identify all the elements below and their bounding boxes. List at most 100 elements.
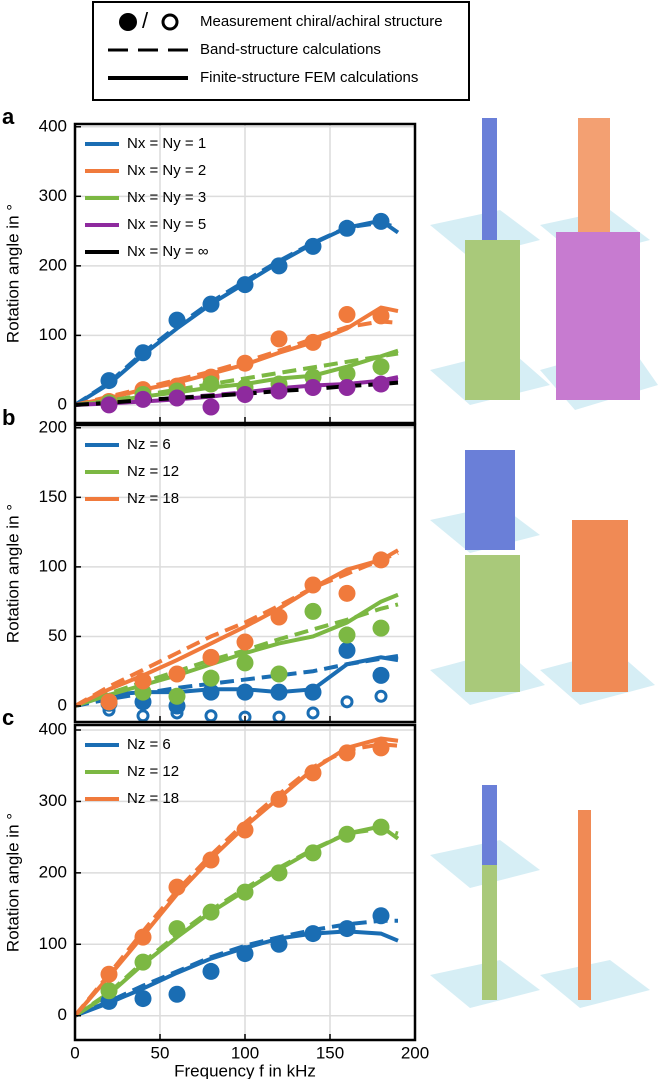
y-tick-label: 100 <box>39 556 67 575</box>
marker <box>168 920 186 938</box>
x-tick-label: 200 <box>401 1043 429 1062</box>
marker <box>100 693 118 711</box>
panel-label: b <box>2 405 15 430</box>
marker <box>372 307 390 325</box>
legend-measurement: Measurement chiral/achiral structure <box>200 13 443 30</box>
marker <box>304 379 322 397</box>
marker <box>202 648 220 666</box>
marker <box>202 683 220 701</box>
y-tick-label: 0 <box>58 394 67 413</box>
y-tick-label: 100 <box>39 934 67 953</box>
band-line <box>75 551 399 708</box>
tower <box>465 240 520 400</box>
y-tick-label: 400 <box>39 719 67 738</box>
y-tick-label: 400 <box>39 116 67 135</box>
legend-label: Nx = Ny = ∞ <box>127 243 209 260</box>
marker <box>134 672 152 690</box>
marker <box>236 945 254 963</box>
panel-label: a <box>2 104 15 129</box>
marker <box>202 295 220 313</box>
marker <box>304 844 322 862</box>
marker <box>100 965 118 983</box>
frame <box>73 122 417 425</box>
y-axis-label: Rotation angle in ° <box>3 504 22 643</box>
marker <box>372 358 390 376</box>
marker <box>304 925 322 943</box>
marker <box>270 330 288 348</box>
fem-line <box>75 548 399 708</box>
plot <box>75 124 416 423</box>
plot <box>75 425 416 722</box>
marker <box>168 665 186 683</box>
open-marker <box>272 710 286 722</box>
frame <box>73 423 417 724</box>
legend-label: Nz = 6 <box>127 736 171 753</box>
band-line <box>75 351 399 407</box>
marker <box>338 306 356 324</box>
marker <box>134 953 152 971</box>
marker <box>338 825 356 843</box>
tower <box>572 520 628 692</box>
y-axis-label: Rotation angle in ° <box>3 204 22 343</box>
marker <box>168 389 186 407</box>
marker <box>134 990 152 1008</box>
marker <box>202 375 220 393</box>
marker <box>338 219 356 237</box>
plot <box>75 725 416 1040</box>
tower <box>578 810 591 1000</box>
marker <box>168 878 186 896</box>
legend-fem: Finite-structure FEM calculations <box>200 69 418 86</box>
marker <box>304 576 322 594</box>
marker <box>236 883 254 901</box>
y-tick-label: 150 <box>39 487 67 506</box>
tower <box>482 865 497 1000</box>
marker <box>168 311 186 329</box>
marker <box>372 619 390 637</box>
marker <box>304 683 322 701</box>
marker <box>372 375 390 393</box>
marker <box>236 683 254 701</box>
marker <box>372 907 390 925</box>
marker <box>236 821 254 839</box>
legend-label: Nx = Ny = 1 <box>127 135 206 152</box>
legend-label: Nz = 18 <box>127 790 179 807</box>
y-tick-label: 0 <box>58 1005 67 1024</box>
open-marker <box>136 709 150 722</box>
marker <box>270 382 288 400</box>
marker <box>270 790 288 808</box>
open-marker <box>306 706 320 720</box>
open-marker <box>170 706 184 720</box>
marker <box>338 920 356 938</box>
marker <box>134 390 152 408</box>
marker <box>304 764 322 782</box>
marker <box>338 379 356 397</box>
panel-label: c <box>2 705 14 730</box>
x-tick-label: 100 <box>231 1043 259 1062</box>
marker <box>372 551 390 569</box>
open-marker <box>204 709 218 722</box>
marker <box>270 257 288 275</box>
legend-band: Band-structure calculations <box>200 41 381 58</box>
marker <box>134 928 152 946</box>
renders <box>430 118 658 1008</box>
y-axis-label: Rotation angle in ° <box>3 813 22 952</box>
tower <box>482 785 497 880</box>
y-tick-label: 200 <box>39 862 67 881</box>
marker <box>372 739 390 757</box>
marker <box>202 903 220 921</box>
marker <box>270 608 288 626</box>
marker <box>236 654 254 672</box>
tower <box>465 555 520 692</box>
marker <box>338 744 356 762</box>
marker <box>202 669 220 687</box>
band-line <box>75 918 398 1018</box>
legend-label: Nx = Ny = 2 <box>127 162 206 179</box>
tower <box>482 118 497 266</box>
marker <box>236 276 254 294</box>
y-tick-label: 200 <box>39 417 67 436</box>
marker <box>338 626 356 644</box>
open-marker <box>340 695 354 709</box>
marker <box>338 584 356 602</box>
marker <box>270 683 288 701</box>
fem-line <box>75 592 399 708</box>
